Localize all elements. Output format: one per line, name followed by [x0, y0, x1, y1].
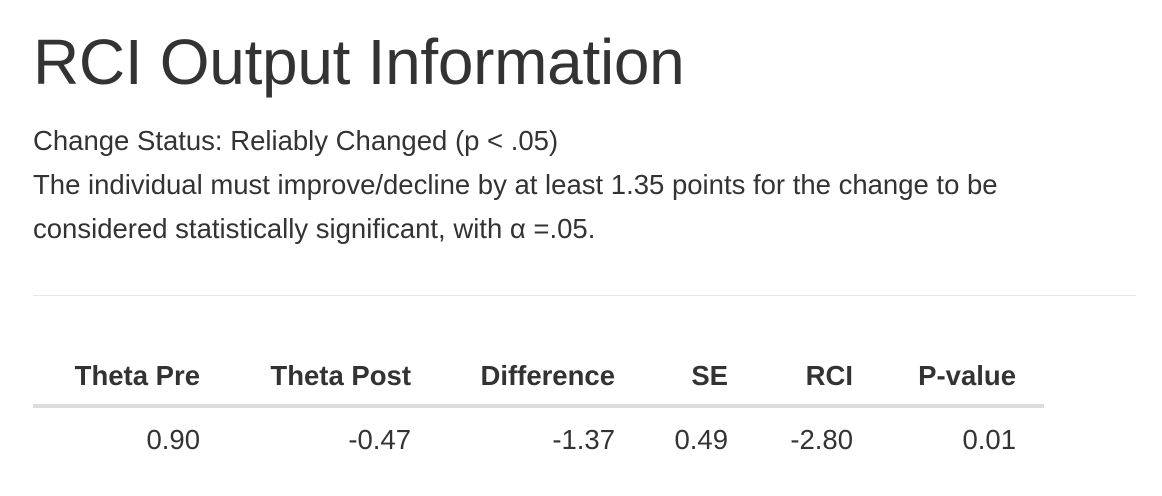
table-row: 0.90 -0.47 -1.37 0.49 -2.80 0.01 — [33, 406, 1044, 472]
column-header-p-value: P-value — [853, 348, 1044, 408]
change-status-text: Change Status: Reliably Changed (p < .05… — [33, 125, 559, 156]
description-text-line-2: considered statistically significant, wi… — [33, 213, 596, 244]
description-text-line-1: The individual must improve/decline by a… — [33, 169, 998, 200]
column-header-se: SE — [615, 348, 728, 408]
table-header-row: Theta Pre Theta Post Difference SE RCI P… — [33, 348, 1044, 408]
cell-p-value: 0.01 — [962, 424, 1016, 455]
rci-results-table: Theta Pre Theta Post Difference SE RCI P… — [33, 348, 1044, 472]
cell-se: 0.49 — [674, 424, 728, 455]
cell-difference: -1.37 — [552, 424, 615, 455]
column-header-theta-post: Theta Post — [200, 348, 411, 408]
column-header-difference: Difference — [411, 348, 615, 408]
page-title: RCI Output Information — [33, 26, 685, 98]
cell-theta-post: -0.47 — [348, 424, 411, 455]
section-divider — [33, 295, 1136, 296]
column-header-rci: RCI — [728, 348, 853, 408]
column-header-theta-pre: Theta Pre — [33, 348, 200, 408]
cell-rci: -2.80 — [790, 424, 853, 455]
cell-theta-pre: 0.90 — [146, 424, 200, 455]
